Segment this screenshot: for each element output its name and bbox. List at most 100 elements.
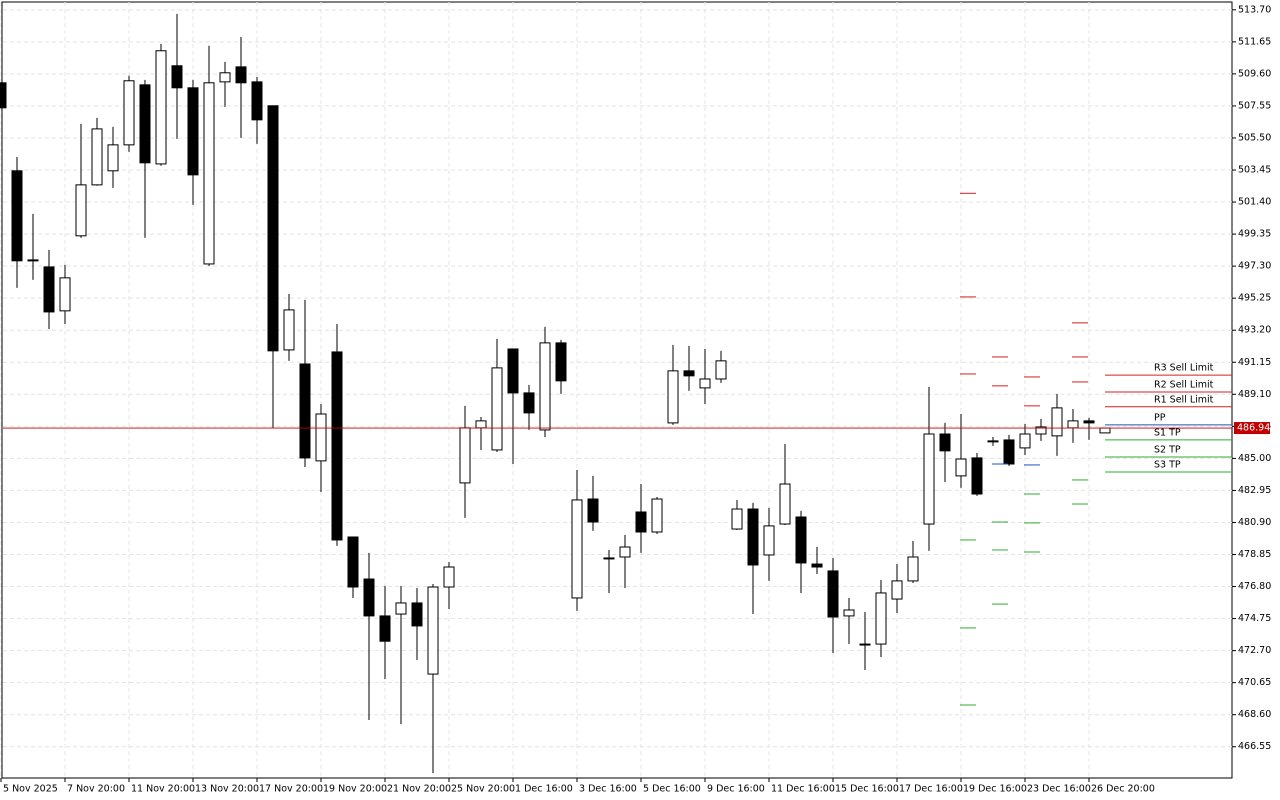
candle-body bbox=[939, 433, 951, 452]
x-tick-label: 25 Nov 20:00 bbox=[451, 784, 515, 795]
candle-body bbox=[555, 342, 567, 382]
y-tick-label: 478.85 bbox=[1238, 549, 1271, 560]
candle-body bbox=[619, 546, 631, 558]
x-tick-label: 21 Nov 20:00 bbox=[387, 784, 451, 795]
candle-body bbox=[1067, 420, 1079, 429]
y-tick-label: 476.80 bbox=[1238, 581, 1271, 592]
y-tick-label: 472.70 bbox=[1238, 645, 1271, 656]
candle-body bbox=[315, 413, 327, 462]
candle-body bbox=[251, 81, 263, 121]
y-tick-label: 507.55 bbox=[1238, 100, 1271, 111]
candle-body bbox=[1051, 407, 1063, 437]
candle-body bbox=[363, 578, 375, 617]
candle-body bbox=[75, 184, 87, 237]
candle-body bbox=[283, 309, 295, 351]
candle-body bbox=[779, 483, 791, 525]
candle-body bbox=[699, 378, 711, 389]
candle-body bbox=[523, 392, 535, 414]
candle-body bbox=[507, 348, 519, 394]
candle-body bbox=[379, 615, 391, 642]
x-tick-label: 9 Dec 16:00 bbox=[707, 784, 765, 795]
x-tick-label: 7 Nov 20:00 bbox=[67, 784, 125, 795]
candle-body bbox=[155, 50, 167, 165]
candle-body bbox=[987, 440, 999, 443]
y-tick-label: 491.15 bbox=[1238, 357, 1271, 368]
y-tick-label: 509.60 bbox=[1238, 68, 1271, 79]
candle-body bbox=[491, 367, 503, 451]
y-tick-label: 485.00 bbox=[1238, 453, 1271, 464]
candle-body bbox=[43, 266, 55, 313]
y-tick-label: 470.65 bbox=[1238, 677, 1271, 688]
x-tick-label: 11 Nov 20:00 bbox=[131, 784, 195, 795]
candle-body bbox=[411, 602, 423, 627]
candle-body bbox=[347, 536, 359, 588]
candle-body bbox=[187, 87, 199, 176]
candle-body bbox=[139, 84, 151, 164]
price-box bbox=[1234, 422, 1270, 435]
x-tick-label: 17 Dec 16:00 bbox=[899, 784, 963, 795]
candle-body bbox=[651, 498, 663, 533]
y-tick-label: 501.40 bbox=[1238, 197, 1271, 208]
y-tick-label: 505.50 bbox=[1238, 132, 1271, 143]
candle-body bbox=[827, 570, 839, 618]
candle-body bbox=[811, 563, 823, 568]
candle-body bbox=[571, 499, 583, 599]
candle-body bbox=[299, 363, 311, 459]
candle-body bbox=[747, 508, 759, 566]
level-label: S3 TP bbox=[1154, 459, 1181, 470]
candle-body bbox=[667, 370, 679, 424]
candle-body bbox=[267, 105, 279, 352]
candle-body bbox=[955, 458, 967, 477]
x-tick-label: 13 Nov 20:00 bbox=[195, 784, 259, 795]
candle-body bbox=[107, 144, 119, 172]
y-tick-label: 489.10 bbox=[1238, 389, 1271, 400]
x-tick-label: 17 Nov 20:00 bbox=[259, 784, 323, 795]
candle-body bbox=[91, 128, 103, 186]
candle-body bbox=[1003, 439, 1015, 465]
candle-body bbox=[795, 516, 807, 564]
candle-body bbox=[203, 82, 215, 265]
y-tick-label: 493.20 bbox=[1238, 325, 1271, 336]
x-tick-label: 23 Dec 16:00 bbox=[1027, 784, 1091, 795]
candle-body bbox=[171, 65, 183, 89]
x-tick-label: 5 Dec 16:00 bbox=[643, 784, 701, 795]
price-label: 486.94 bbox=[1237, 423, 1270, 434]
candle-body bbox=[1083, 420, 1095, 424]
candle-body bbox=[123, 80, 135, 146]
y-tick-label: 499.35 bbox=[1238, 229, 1271, 240]
y-tick-label: 513.70 bbox=[1238, 4, 1271, 15]
candle-body bbox=[875, 592, 887, 645]
candle-body bbox=[539, 342, 551, 431]
candle-body bbox=[683, 370, 695, 377]
y-tick-label: 497.30 bbox=[1238, 261, 1271, 272]
level-label: S2 TP bbox=[1154, 444, 1181, 455]
candle-body bbox=[859, 643, 871, 646]
candle-body bbox=[27, 259, 39, 262]
x-tick-label: 5 Nov 2025 bbox=[3, 784, 58, 795]
level-label: S1 TP bbox=[1154, 427, 1181, 438]
y-tick-label: 480.90 bbox=[1238, 517, 1271, 528]
y-tick-label: 466.55 bbox=[1238, 741, 1271, 752]
level-label: R3 Sell Limit bbox=[1154, 363, 1214, 374]
candle-body bbox=[635, 511, 647, 533]
candle-body bbox=[459, 427, 471, 484]
candle-body bbox=[731, 508, 743, 530]
x-tick-label: 19 Nov 20:00 bbox=[323, 784, 387, 795]
y-tick-label: 495.25 bbox=[1238, 293, 1271, 304]
x-tick-label: 1 Dec 16:00 bbox=[515, 784, 573, 795]
candle-body bbox=[1035, 426, 1047, 435]
y-tick-label: 474.75 bbox=[1238, 613, 1271, 624]
candle-body bbox=[0, 82, 7, 109]
candle-body bbox=[443, 566, 455, 588]
candle-body bbox=[331, 351, 343, 541]
candle-body bbox=[715, 360, 727, 380]
candle-body bbox=[907, 556, 919, 582]
y-tick-label: 511.65 bbox=[1238, 36, 1271, 47]
candle-body bbox=[843, 609, 855, 617]
candle-body bbox=[587, 498, 599, 523]
level-label: PP bbox=[1154, 412, 1166, 423]
plot-frame bbox=[1, 1, 1233, 779]
candle-body bbox=[427, 586, 439, 675]
